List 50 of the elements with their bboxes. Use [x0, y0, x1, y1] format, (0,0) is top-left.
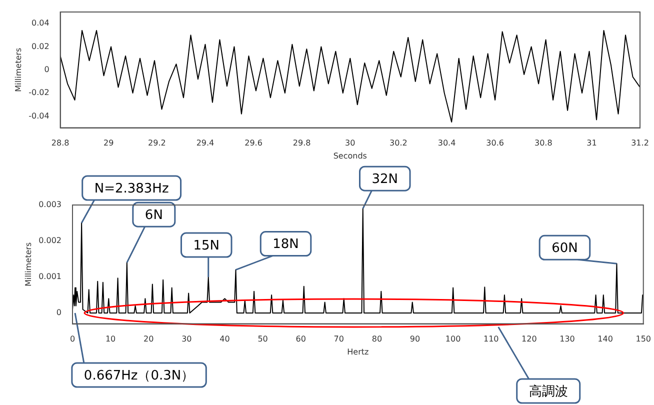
x-tick-label: 140	[598, 334, 613, 344]
y-tick-label: 0.04	[31, 18, 50, 28]
annotation: 0.667Hz（0.3N）	[84, 368, 194, 384]
y-axis-title: Millimeters	[24, 242, 33, 286]
x-tick-label: 30	[345, 138, 356, 148]
x-tick-label: 30.6	[486, 138, 504, 148]
y-tick-label: -0.04	[28, 111, 50, 120]
x-tick-label: 130	[560, 334, 575, 344]
x-tick-label: 30.4	[438, 138, 456, 148]
y-tick-label: 0.002	[38, 236, 62, 246]
x-tick-label: 90	[410, 334, 420, 344]
annotation: 18N	[272, 237, 299, 252]
x-tick-label: 30.8	[534, 138, 552, 148]
annotation: N=2.383Hz	[94, 181, 169, 196]
text: 高調波	[528, 383, 568, 400]
x-axis-title: Seconds	[333, 151, 367, 160]
x-tick-label: 29.4	[196, 138, 214, 148]
x-tick-label: 31	[586, 138, 597, 148]
annotation: 15N	[193, 238, 220, 254]
annotation: 6N	[144, 208, 163, 223]
x-tick-label: 31.2	[631, 138, 649, 148]
y-tick-label: 0.02	[31, 42, 50, 51]
x-tick-label: 30.2	[390, 138, 408, 148]
x-tick-label: 0	[70, 334, 76, 344]
x-tick-label: 29.2	[148, 138, 166, 148]
y-tick-label: -0.02	[28, 88, 50, 98]
x-tick-label: 30	[182, 334, 192, 344]
x-tick-label: 10	[105, 334, 116, 344]
annotation: 60N	[552, 241, 578, 256]
x-tick-label: 100	[445, 334, 461, 344]
x-tick-label: 70	[334, 334, 344, 344]
y-axis-title: Millimeters	[14, 48, 23, 92]
x-tick-label: 29	[104, 138, 114, 148]
x-tick-label: 80	[372, 334, 382, 344]
x-tick-label: 40	[220, 334, 230, 344]
y-tick-label: 0.003	[38, 200, 62, 210]
x-axis-title: Hertz	[347, 347, 369, 356]
x-tick-label: 28.8	[51, 138, 70, 148]
x-tick-label: 150	[636, 334, 652, 344]
x-tick-label: 110	[483, 334, 499, 344]
x-tick-label: 20	[144, 334, 154, 344]
y-tick-label: 0	[56, 308, 62, 318]
y-tick-label: 0	[44, 64, 50, 74]
annotation: 32N	[372, 172, 398, 187]
y-tick-label: 0.001	[38, 272, 62, 282]
x-tick-label: 50	[258, 334, 268, 344]
x-tick-label: 29.6	[244, 138, 262, 148]
x-tick-label: 60	[296, 334, 306, 344]
x-tick-label: 29.8	[292, 138, 311, 148]
x-tick-label: 120	[522, 334, 537, 344]
